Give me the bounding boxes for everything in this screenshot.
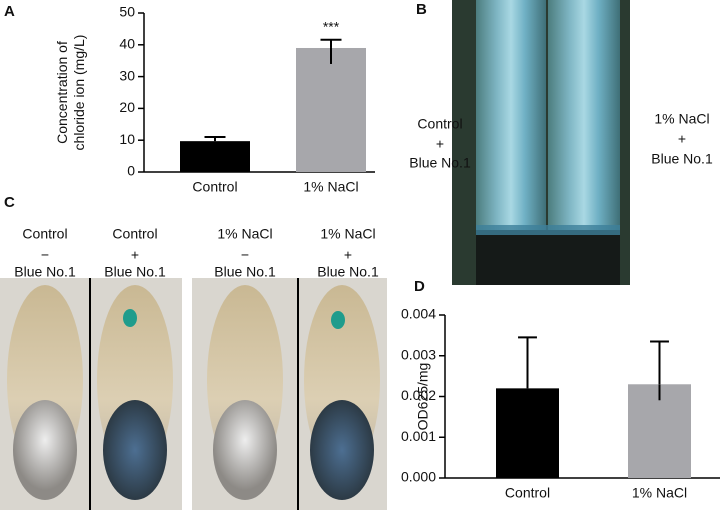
fly-photos xyxy=(0,278,387,510)
y-tick-label: 40 xyxy=(119,36,135,52)
y-tick-label: 0.003 xyxy=(401,346,436,362)
tube-photo xyxy=(452,0,630,285)
tube-label: Blue No.1 xyxy=(651,151,713,167)
column-label: Blue No.1 xyxy=(14,264,76,280)
bar xyxy=(496,388,559,478)
bar xyxy=(180,141,250,172)
bar xyxy=(296,47,366,173)
panel-label: A xyxy=(4,3,15,20)
x-tick-label: 1% NaCl xyxy=(632,485,687,501)
column-label: 1% NaCl xyxy=(217,226,272,242)
column-label: 1% NaCl xyxy=(320,226,375,242)
column-label: Control xyxy=(112,226,157,242)
y-axis-label: OD625/mg xyxy=(415,363,431,431)
annotation: *** xyxy=(323,18,340,34)
column-label: Blue No.1 xyxy=(104,264,166,280)
y-tick-label: 0 xyxy=(127,163,135,179)
y-tick-label: 50 xyxy=(119,4,135,20)
column-label: + xyxy=(344,247,352,263)
y-axis-label: chloride ion (mg/L) xyxy=(71,35,87,151)
x-tick-label: Control xyxy=(505,485,550,501)
x-tick-label: 1% NaCl xyxy=(303,179,358,195)
column-label: − xyxy=(41,247,49,263)
y-tick-label: 30 xyxy=(119,67,135,83)
y-tick-label: 0.000 xyxy=(401,469,436,485)
column-label: + xyxy=(131,247,139,263)
column-label: Blue No.1 xyxy=(214,264,276,280)
tube-label: + xyxy=(678,131,686,147)
column-label: Blue No.1 xyxy=(317,264,379,280)
tube-label: Blue No.1 xyxy=(409,155,471,171)
y-axis-label: Concentration of xyxy=(54,41,70,144)
panel-label: C xyxy=(4,194,15,211)
panel-label: D xyxy=(414,278,425,295)
column-label: Control xyxy=(22,226,67,242)
tube-label: 1% NaCl xyxy=(654,111,709,127)
tube-label: + xyxy=(436,136,444,152)
x-tick-label: Control xyxy=(192,179,237,195)
y-tick-label: 0.002 xyxy=(401,387,436,403)
panel-label: B xyxy=(416,1,427,18)
y-tick-label: 0.001 xyxy=(401,428,436,444)
tube-label: Control xyxy=(417,116,462,132)
y-tick-label: 0.004 xyxy=(401,306,436,322)
y-tick-label: 20 xyxy=(119,99,135,115)
column-label: − xyxy=(241,247,249,263)
y-tick-label: 10 xyxy=(119,131,135,147)
